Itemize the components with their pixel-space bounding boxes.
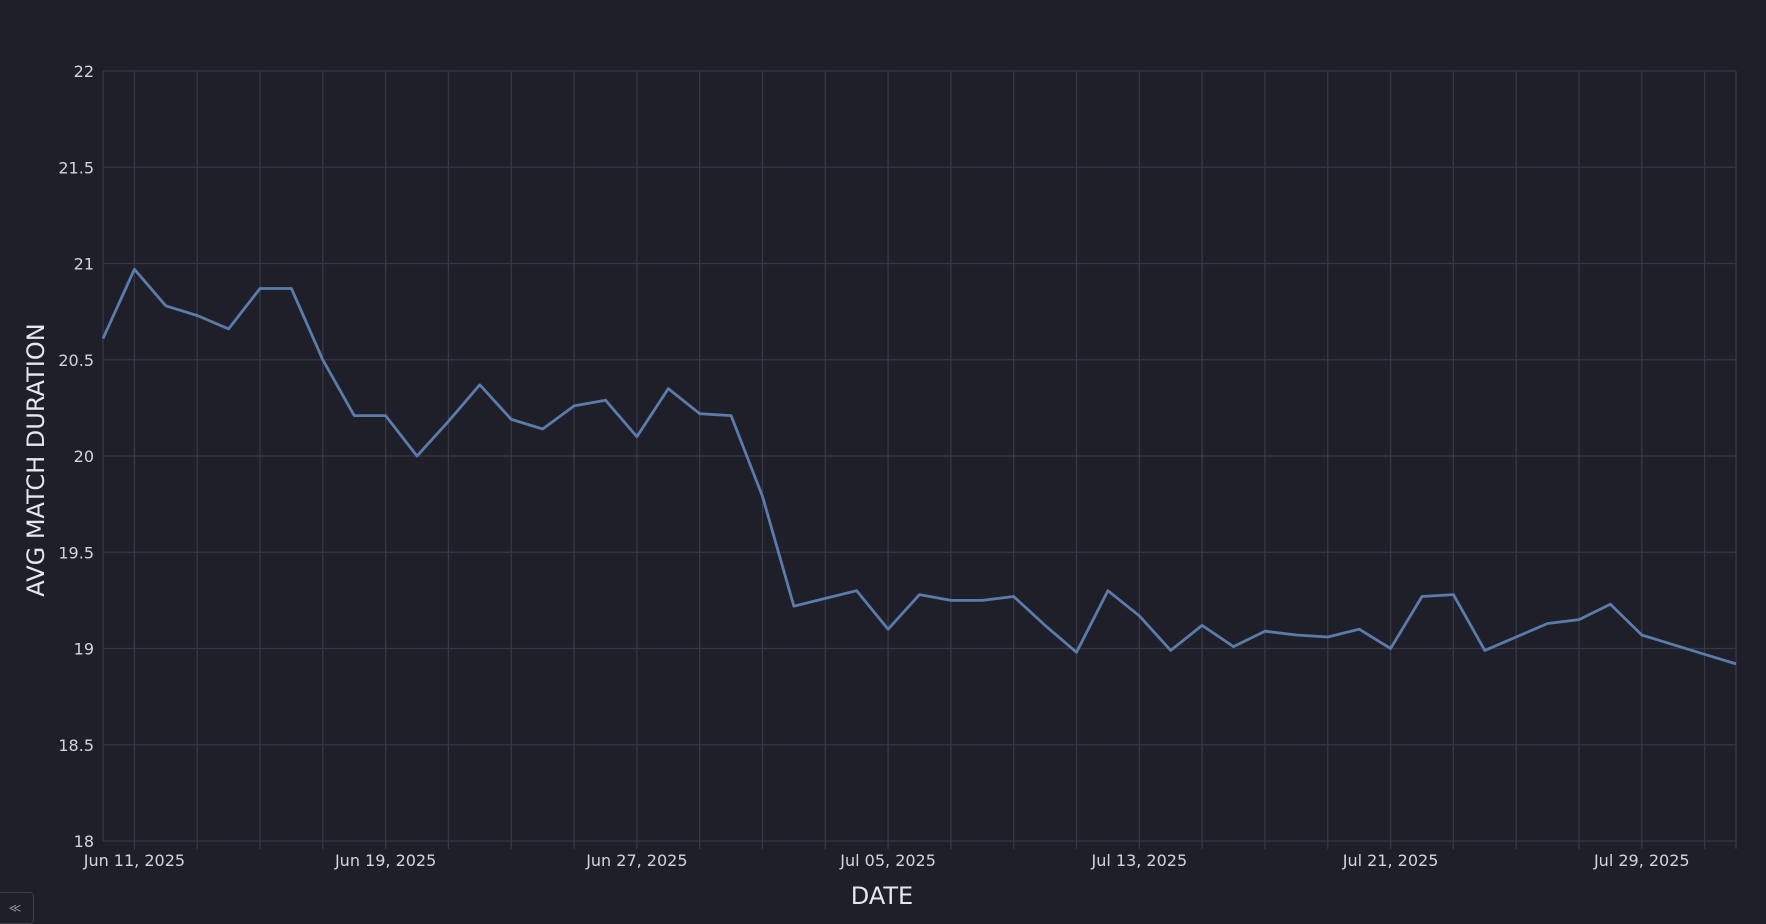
- x-tick-label: Jun 19, 2025: [334, 851, 436, 870]
- x-axis-title: DATE: [851, 882, 913, 910]
- y-tick-label: 21.5: [58, 158, 94, 177]
- series-line: [101, 267, 1737, 666]
- y-axis-ticks: 18 18.5 19 19.5 20 20.5 21 21.5 22: [58, 62, 94, 851]
- y-axis-title: AVG MATCH DURATION: [22, 323, 50, 596]
- y-tick-label: 18: [74, 832, 94, 851]
- x-tick-label: Jun 11, 2025: [83, 851, 185, 870]
- y-tick-label: 20: [74, 447, 94, 466]
- y-tick-label: 18.5: [58, 736, 94, 755]
- x-tick-label: Jul 21, 2025: [1342, 851, 1439, 870]
- y-tick-label: 22: [74, 62, 94, 81]
- x-tick-label: Jul 05, 2025: [839, 851, 936, 870]
- series-line-path: [101, 267, 1737, 666]
- grid: [102, 70, 1737, 849]
- y-tick-label: 20.5: [58, 351, 94, 370]
- x-tick-label: Jul 13, 2025: [1091, 851, 1188, 870]
- collapse-icon[interactable]: ≪: [0, 892, 34, 924]
- x-tick-label: Jul 29, 2025: [1593, 851, 1690, 870]
- y-tick-label: 19: [74, 640, 94, 659]
- y-tick-label: 19.5: [58, 543, 94, 562]
- y-tick-label: 21: [74, 255, 94, 274]
- x-tick-label: Jun 27, 2025: [585, 851, 687, 870]
- x-axis-ticks: Jun 11, 2025 Jun 19, 2025 Jun 27, 2025 Jul …: [83, 851, 1690, 870]
